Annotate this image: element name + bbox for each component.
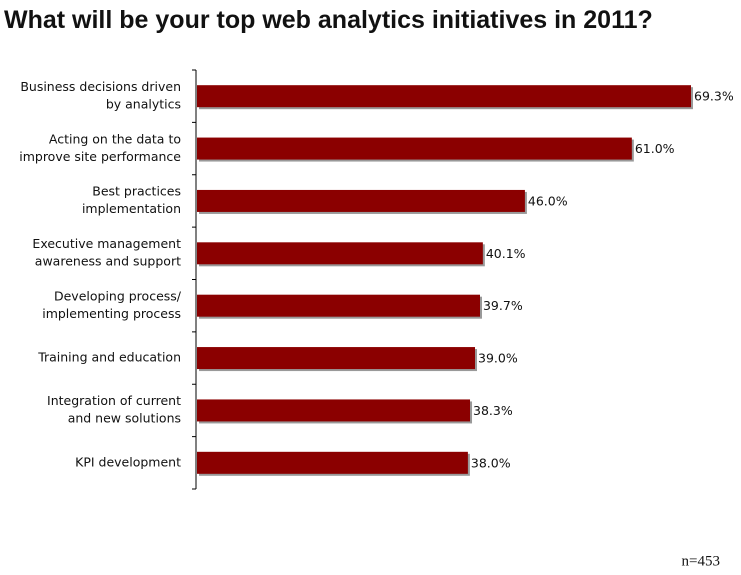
bar — [197, 189, 525, 212]
value-label: 38.3% — [473, 403, 513, 418]
value-label: 39.7% — [483, 298, 523, 313]
bar — [197, 399, 471, 422]
bar — [197, 451, 468, 474]
value-label: 40.1% — [486, 246, 526, 261]
category-label: Executive management — [32, 236, 181, 251]
value-label: 46.0% — [528, 193, 568, 208]
bar — [197, 294, 480, 317]
sample-note: n=453 — [682, 553, 720, 569]
category-label: Acting on the data to — [49, 131, 181, 146]
category-label: Integration of current — [47, 393, 181, 408]
value-label: 69.3% — [694, 89, 734, 104]
category-label: and new solutions — [68, 411, 181, 426]
value-label: 39.0% — [478, 351, 518, 366]
bar — [197, 137, 632, 160]
value-label: 38.0% — [471, 455, 511, 470]
category-label: implementation — [82, 201, 181, 216]
category-label: by analytics — [106, 96, 181, 111]
category-label: improve site performance — [19, 149, 181, 164]
category-label: Training and education — [37, 350, 181, 365]
category-label: Best practices — [92, 184, 181, 199]
category-label: awareness and support — [35, 254, 181, 269]
bar — [197, 242, 483, 265]
category-label: Business decisions driven — [20, 79, 181, 94]
chart-title: What will be your top web analytics init… — [4, 6, 653, 34]
category-label: Developing process/ — [54, 288, 182, 303]
value-label: 61.0% — [635, 141, 675, 156]
bar — [197, 85, 691, 108]
category-label: implementing process — [42, 306, 181, 321]
bar — [197, 347, 476, 370]
category-label: KPI development — [75, 454, 181, 469]
